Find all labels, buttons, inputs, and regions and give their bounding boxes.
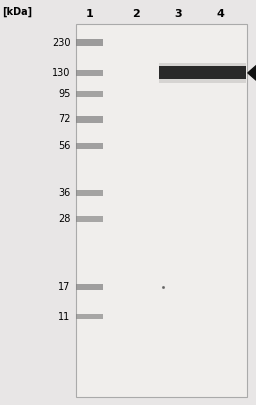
- Text: [kDa]: [kDa]: [3, 7, 33, 17]
- Bar: [76, 284, 103, 290]
- Bar: [159, 63, 246, 83]
- Text: 1: 1: [86, 9, 93, 19]
- Text: 2: 2: [132, 9, 140, 19]
- Text: 72: 72: [58, 115, 70, 124]
- Bar: [76, 116, 103, 123]
- Text: 11: 11: [58, 312, 70, 322]
- Text: 4: 4: [216, 9, 224, 19]
- Text: 36: 36: [58, 188, 70, 198]
- Text: 3: 3: [174, 9, 182, 19]
- Text: 56: 56: [58, 141, 70, 151]
- Bar: [76, 70, 103, 76]
- Bar: [76, 143, 103, 149]
- Text: 28: 28: [58, 214, 70, 224]
- Text: 95: 95: [58, 89, 70, 99]
- Bar: [76, 190, 103, 196]
- Text: 130: 130: [52, 68, 70, 78]
- Bar: [76, 39, 103, 46]
- Text: 17: 17: [58, 282, 70, 292]
- Bar: [76, 216, 103, 222]
- Polygon shape: [248, 64, 256, 82]
- Text: 230: 230: [52, 38, 70, 47]
- Bar: [76, 24, 247, 397]
- Bar: [159, 66, 246, 79]
- Bar: [76, 314, 103, 319]
- Bar: [76, 91, 103, 97]
